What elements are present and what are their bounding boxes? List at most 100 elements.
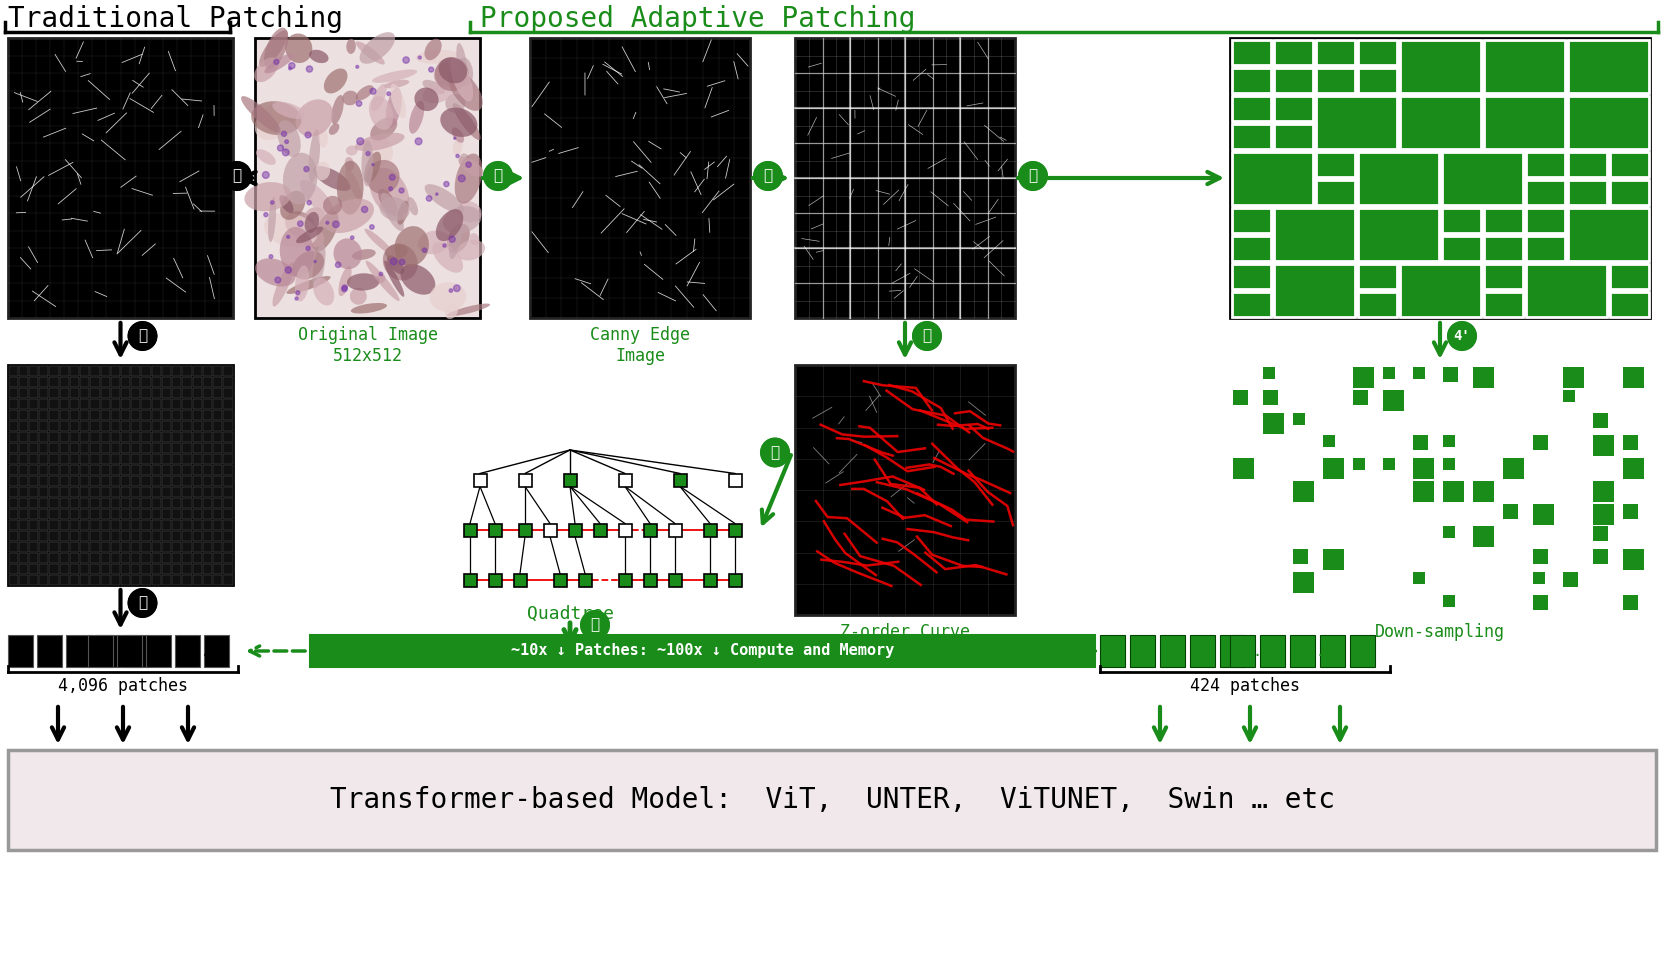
Circle shape <box>1448 322 1476 350</box>
Bar <box>203 443 213 452</box>
Bar <box>70 508 80 519</box>
Bar <box>131 420 141 431</box>
Bar <box>151 388 161 398</box>
Bar <box>80 399 90 408</box>
Bar <box>151 409 161 419</box>
Bar <box>175 635 199 667</box>
Bar <box>141 553 151 563</box>
Ellipse shape <box>346 168 362 201</box>
Bar <box>28 553 38 563</box>
Ellipse shape <box>346 146 357 155</box>
Bar <box>183 420 191 431</box>
Bar <box>18 376 28 387</box>
Bar <box>90 432 100 442</box>
Ellipse shape <box>449 69 482 110</box>
Circle shape <box>484 162 512 190</box>
Bar <box>530 38 750 318</box>
Ellipse shape <box>424 39 442 61</box>
Bar <box>173 443 181 452</box>
Bar <box>794 38 1015 318</box>
Circle shape <box>284 140 289 144</box>
Ellipse shape <box>264 213 317 248</box>
Circle shape <box>289 67 291 69</box>
Bar <box>18 508 28 519</box>
Circle shape <box>1019 162 1047 190</box>
Bar <box>1130 635 1155 667</box>
Bar <box>1353 367 1374 388</box>
Bar <box>1290 635 1315 667</box>
Bar <box>1399 264 1481 317</box>
Bar <box>1567 96 1649 149</box>
Bar <box>193 453 201 463</box>
Bar <box>100 453 110 463</box>
Bar <box>203 553 213 563</box>
Bar <box>161 541 171 551</box>
Circle shape <box>449 236 455 242</box>
Bar <box>60 365 68 375</box>
Bar <box>100 497 110 507</box>
Bar <box>151 476 161 486</box>
Bar <box>8 453 18 463</box>
Circle shape <box>288 235 289 238</box>
Bar <box>183 508 191 519</box>
Bar <box>213 409 223 419</box>
Circle shape <box>755 162 783 190</box>
Circle shape <box>422 248 427 252</box>
Bar <box>213 574 223 584</box>
Bar <box>193 376 201 387</box>
Bar <box>183 399 191 408</box>
Bar <box>1609 291 1649 317</box>
Bar <box>90 376 100 387</box>
Ellipse shape <box>241 96 281 133</box>
Bar <box>50 365 58 375</box>
Bar <box>519 524 532 536</box>
Bar <box>121 365 130 375</box>
Bar <box>223 520 233 530</box>
Bar <box>193 553 201 563</box>
Bar <box>203 497 213 507</box>
Bar <box>1383 367 1394 379</box>
Ellipse shape <box>372 69 417 83</box>
Ellipse shape <box>452 127 464 143</box>
Bar <box>50 520 58 530</box>
Bar <box>193 409 201 419</box>
Bar <box>151 432 161 442</box>
Ellipse shape <box>407 197 419 216</box>
Bar <box>1562 367 1584 388</box>
Bar <box>213 564 223 573</box>
Bar <box>618 524 632 536</box>
Ellipse shape <box>309 50 329 64</box>
Bar <box>100 409 110 419</box>
Bar <box>643 524 656 536</box>
Text: Proposed Adaptive Patching: Proposed Adaptive Patching <box>480 5 916 33</box>
Bar <box>151 487 161 496</box>
Circle shape <box>314 261 316 263</box>
Bar <box>1358 151 1439 204</box>
Ellipse shape <box>364 229 394 255</box>
Ellipse shape <box>416 50 459 64</box>
Bar <box>60 520 68 530</box>
Ellipse shape <box>452 139 462 155</box>
Bar <box>173 487 181 496</box>
Bar <box>1526 264 1607 317</box>
Bar <box>223 388 233 398</box>
Bar <box>70 420 80 431</box>
Bar <box>193 497 201 507</box>
Bar <box>8 365 18 375</box>
Bar <box>173 564 181 573</box>
Bar <box>1624 436 1639 450</box>
Bar <box>183 365 191 375</box>
Bar <box>70 365 80 375</box>
Ellipse shape <box>319 128 327 148</box>
Bar <box>141 487 151 496</box>
Bar <box>1273 123 1313 149</box>
Bar <box>125 635 150 667</box>
Circle shape <box>389 175 396 180</box>
Bar <box>151 376 161 387</box>
Bar <box>90 487 100 496</box>
Bar <box>50 541 58 551</box>
Bar <box>213 464 223 475</box>
Bar <box>1413 367 1424 379</box>
Bar <box>183 531 191 540</box>
Bar <box>131 531 141 540</box>
